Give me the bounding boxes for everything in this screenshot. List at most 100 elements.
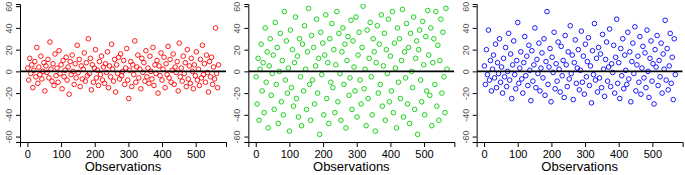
point (563, 33, 568, 38)
point (156, 91, 161, 96)
point (333, 110, 338, 115)
point (302, 23, 307, 28)
y-tick: 20 (461, 45, 477, 55)
point (589, 101, 594, 106)
point (354, 15, 359, 20)
point (425, 8, 430, 13)
point (374, 60, 379, 65)
point (88, 56, 93, 61)
point (583, 42, 588, 47)
point (206, 90, 211, 95)
point (572, 60, 577, 65)
point (346, 34, 351, 39)
x-tick-mark (61, 142, 62, 147)
point (580, 80, 585, 85)
x-tick-label: 100 (52, 148, 70, 160)
y-tick-mark (473, 93, 477, 94)
y-tick-label: 60 (4, 2, 14, 12)
point (151, 45, 156, 50)
point (43, 89, 48, 94)
x-tick-label: 0 (253, 148, 259, 160)
y-tick: -40 (461, 109, 477, 122)
point (350, 107, 355, 112)
point (598, 52, 603, 57)
point (494, 85, 499, 90)
x-tick: 400 (153, 142, 171, 160)
point (398, 96, 403, 101)
point (628, 50, 633, 55)
y-tick: 60 (4, 2, 20, 12)
y-axis: -60-40-200204060 (232, 2, 249, 144)
x-tick-label: 500 (187, 148, 205, 160)
point (663, 18, 668, 23)
point (113, 90, 118, 95)
point (203, 80, 208, 85)
point (618, 46, 623, 51)
panel: 0100200300400500-60-40-200204060Observat… (4, 2, 227, 174)
y-tick-mark (244, 50, 248, 51)
point (35, 45, 40, 50)
x-tick: 200 (543, 142, 561, 160)
point (577, 88, 582, 93)
x-tick-mark (196, 142, 197, 147)
y-axis-line (244, 5, 249, 143)
point (351, 39, 356, 44)
point (602, 94, 607, 99)
point (268, 36, 273, 41)
point (516, 81, 521, 86)
y-tick-label: 20 (461, 45, 471, 55)
point (44, 64, 49, 69)
point (285, 91, 290, 96)
point (546, 82, 551, 87)
point (605, 79, 610, 84)
reference-line (477, 71, 683, 73)
y-tick-mark (473, 137, 477, 138)
point (607, 27, 612, 32)
point (194, 50, 199, 55)
point (407, 121, 412, 126)
point (383, 118, 388, 123)
point (562, 95, 567, 100)
point (517, 66, 522, 71)
point (96, 83, 101, 88)
point (406, 45, 411, 50)
point (210, 82, 215, 87)
reference-line (248, 71, 454, 73)
point (189, 56, 194, 61)
point (611, 43, 616, 48)
point (408, 31, 413, 36)
point (94, 76, 99, 81)
y-tick-label: 0 (4, 69, 14, 74)
point (642, 76, 647, 81)
y-tick: 20 (4, 45, 20, 55)
point (370, 113, 375, 118)
point (129, 84, 134, 89)
point (52, 83, 57, 88)
point (497, 36, 502, 41)
point (626, 30, 631, 35)
x-tick: 0 (25, 142, 31, 160)
point (581, 54, 586, 59)
point (99, 54, 104, 59)
point (543, 93, 548, 98)
x-tick: 500 (187, 142, 205, 160)
point (384, 47, 389, 52)
point (441, 30, 446, 35)
point (159, 51, 164, 56)
point (347, 93, 352, 98)
point (608, 84, 613, 89)
point (380, 104, 385, 109)
point (653, 47, 658, 52)
point (105, 50, 110, 55)
point (329, 80, 334, 85)
point (298, 75, 303, 80)
x-tick-label: 0 (25, 148, 31, 160)
point (365, 28, 370, 33)
point (620, 36, 625, 41)
point (332, 47, 337, 52)
point (186, 77, 191, 82)
point (66, 65, 71, 70)
point (326, 121, 331, 126)
y-tick-mark (244, 6, 248, 7)
x-tick-mark (357, 142, 358, 147)
